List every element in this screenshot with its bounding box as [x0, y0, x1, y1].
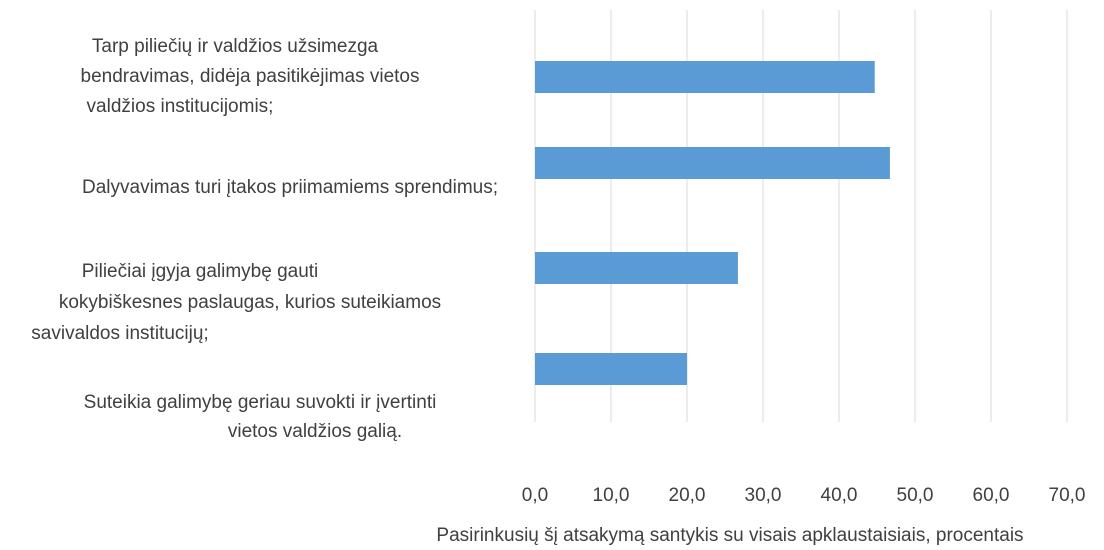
x-tick-label: 30,0: [745, 485, 782, 506]
x-tick-label: 70,0: [1049, 485, 1086, 506]
y-tick-label: Tarp piliečių ir valdžios užsimezga: [92, 36, 379, 57]
bar: [535, 147, 890, 179]
y-tick-label: vietos valdžios galią.: [228, 421, 402, 442]
y-tick-label: bendravimas, didėja pasitikėjimas vietos: [81, 66, 420, 87]
x-axis-title: Pasirinkusių šį atsakymą santykis su vis…: [436, 525, 1023, 546]
bar: [535, 61, 875, 93]
x-tick-label: 60,0: [973, 485, 1010, 506]
y-tick-label: savivaldos institucijų;: [31, 323, 208, 344]
y-tick-label: Suteikia galimybę geriau suvokti ir įver…: [84, 392, 437, 413]
x-tick-label: 10,0: [593, 485, 630, 506]
y-tick-label: Piliečiai įgyja galimybę gauti: [82, 261, 319, 282]
y-tick-label: kokybiškesnes paslaugas, kurios suteikia…: [59, 292, 441, 313]
x-tick-label: 40,0: [821, 485, 858, 506]
x-tick-label: 20,0: [669, 485, 706, 506]
x-tick-label: 0,0: [522, 485, 548, 506]
bar: [535, 353, 687, 385]
bar: [535, 252, 738, 284]
x-tick-label: 50,0: [897, 485, 934, 506]
y-tick-label: valdžios institucijomis;: [87, 96, 274, 117]
y-tick-label: Dalyvavimas turi įtakos priimamiems spre…: [82, 177, 498, 198]
